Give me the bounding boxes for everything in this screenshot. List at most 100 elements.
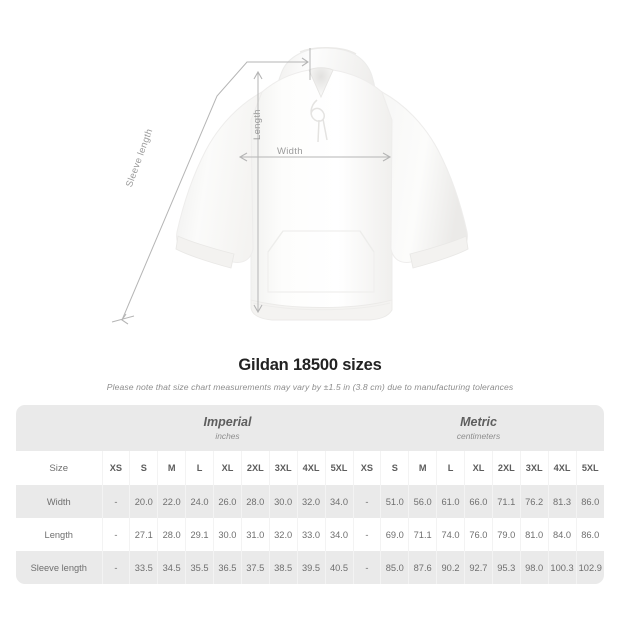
measurement-cell: -	[102, 485, 131, 518]
measurement-cell: 27.1	[129, 518, 159, 551]
tolerance-note: Please note that size chart measurements…	[106, 382, 514, 392]
measurement-cell: 87.6	[408, 551, 438, 584]
measurement-cell: 84.0	[548, 518, 577, 551]
measurement-cell: 86.0	[576, 518, 604, 551]
size-header-cell: 3XL	[269, 451, 298, 485]
size-header-cell: XL	[464, 451, 493, 485]
unit-header-row: Imperial inches Metric centimeters	[16, 405, 604, 451]
measurement-cell: 76.0	[464, 518, 493, 551]
measurement-cell: 40.5	[325, 551, 354, 584]
hoodie-illustration	[111, 47, 469, 325]
table-row: Length -27.1 28.0 29.1 30.0 31.0 32.0 33.0 34.0-…	[16, 518, 604, 551]
measurement-cell: 36.5	[213, 551, 242, 584]
measurement-cell: 24.0	[185, 485, 214, 518]
size-header-cell: 4XL	[297, 451, 326, 485]
right-sleeve	[381, 90, 469, 269]
measurement-cell: 100.3	[548, 551, 577, 584]
size-header-cell: 5XL	[576, 451, 604, 485]
measurement-cell: -	[102, 551, 131, 584]
left-sleeve	[175, 90, 263, 269]
measurement-cell: 102.9	[576, 551, 604, 584]
size-header-row: Size XS S M L XL 2XL 3XL 4XL 5XL XS S M L XL 2XL 3XL 4XL 5…	[16, 451, 604, 485]
table-row: Width -20.0 22.0 24.0 26.0 28.0 30.0 32.0 34.0-5…	[16, 485, 604, 518]
bottom-hem	[250, 299, 393, 321]
size-header-cell: L	[185, 451, 214, 485]
measurement-cell: 76.2	[520, 485, 549, 518]
sleeve-length-guide	[111, 48, 311, 325]
measurement-cell: 33.0	[297, 518, 326, 551]
measurement-cell: 69.0	[380, 518, 410, 551]
unit-header-imperial: Imperial inches	[102, 405, 353, 451]
size-header-cell: XS	[353, 451, 382, 485]
measurement-cell: 35.5	[185, 551, 214, 584]
measurement-cell: 34.5	[157, 551, 187, 584]
kangaroo-pocket	[267, 230, 375, 293]
measurement-cell: 37.5	[241, 551, 270, 584]
row-label: Length	[16, 518, 103, 551]
unit-header-metric: Metric centimeters	[353, 405, 604, 451]
unit-subtitle: inches	[215, 431, 240, 442]
measurement-cell: 28.0	[241, 485, 270, 518]
size-header-cell: M	[408, 451, 438, 485]
neck-opening	[308, 67, 334, 99]
measurement-cell: 95.3	[492, 551, 521, 584]
size-header-cell: M	[157, 451, 187, 485]
measurement-cell: 20.0	[129, 485, 159, 518]
measurement-cell: 22.0	[157, 485, 187, 518]
measurement-cell: 39.5	[297, 551, 326, 584]
measurement-cell: 38.5	[269, 551, 298, 584]
length-guide	[253, 70, 263, 314]
measurement-cell: 34.0	[325, 485, 354, 518]
length-label: Length	[252, 109, 263, 140]
width-guide	[238, 152, 392, 162]
unit-subtitle: centimeters	[456, 431, 501, 442]
measurement-cell: -	[353, 485, 382, 518]
measurement-cell: -	[353, 518, 382, 551]
garment-diagram: Sleeve length Length Width	[111, 47, 469, 325]
drawstring	[310, 99, 328, 143]
measurement-cell: 26.0	[213, 485, 242, 518]
measurement-cell: 61.0	[436, 485, 465, 518]
measurement-cell: 34.0	[325, 518, 354, 551]
unit-name: Imperial	[203, 414, 252, 429]
measurement-cell: 90.2	[436, 551, 465, 584]
measurement-cell: 30.0	[269, 485, 298, 518]
hoodie-body	[250, 69, 393, 318]
row-label: Width	[16, 485, 103, 518]
measurement-cell: 31.0	[241, 518, 270, 551]
size-header-cell: 3XL	[520, 451, 549, 485]
measurement-cell: 33.5	[129, 551, 159, 584]
unit-header-spacer	[16, 405, 102, 451]
page-title: Gildan 18500 sizes	[238, 356, 382, 374]
measurement-cell: 28.0	[157, 518, 187, 551]
unit-name: Metric	[460, 414, 497, 429]
size-header-cell: XL	[213, 451, 242, 485]
size-header-cell: XS	[102, 451, 131, 485]
measurement-cell: 56.0	[408, 485, 438, 518]
size-column-label: Size	[16, 451, 103, 485]
measurement-cell: 79.0	[492, 518, 521, 551]
row-label: Sleeve length	[16, 551, 103, 584]
measurement-cell: 66.0	[464, 485, 493, 518]
measurement-cell: 81.3	[548, 485, 577, 518]
measurement-cell: 32.0	[297, 485, 326, 518]
measurement-cell: 85.0	[380, 551, 410, 584]
size-header-cell: 4XL	[548, 451, 577, 485]
table-row: Sleeve length -33.5 34.5 35.5 36.5 37.5 38.5 39…	[16, 551, 604, 584]
size-header-cell: S	[129, 451, 159, 485]
measurement-cell: 71.1	[408, 518, 438, 551]
size-header-cell: 5XL	[325, 451, 354, 485]
size-header-cell: L	[436, 451, 465, 485]
size-header-cell: S	[380, 451, 410, 485]
measurement-cell: 51.0	[380, 485, 410, 518]
size-header-cell: 2XL	[241, 451, 270, 485]
measurement-cell: 71.1	[492, 485, 521, 518]
measurement-cell: 86.0	[576, 485, 604, 518]
width-label: Width	[277, 146, 303, 157]
measurement-cell: 74.0	[436, 518, 465, 551]
measurement-cell: 81.0	[520, 518, 549, 551]
size-table: Imperial inches Metric centimeters Size XS S M L…	[16, 405, 604, 584]
measurement-cell: 30.0	[213, 518, 242, 551]
size-table-wrapper: Imperial inches Metric centimeters Size XS S M L…	[16, 405, 604, 584]
